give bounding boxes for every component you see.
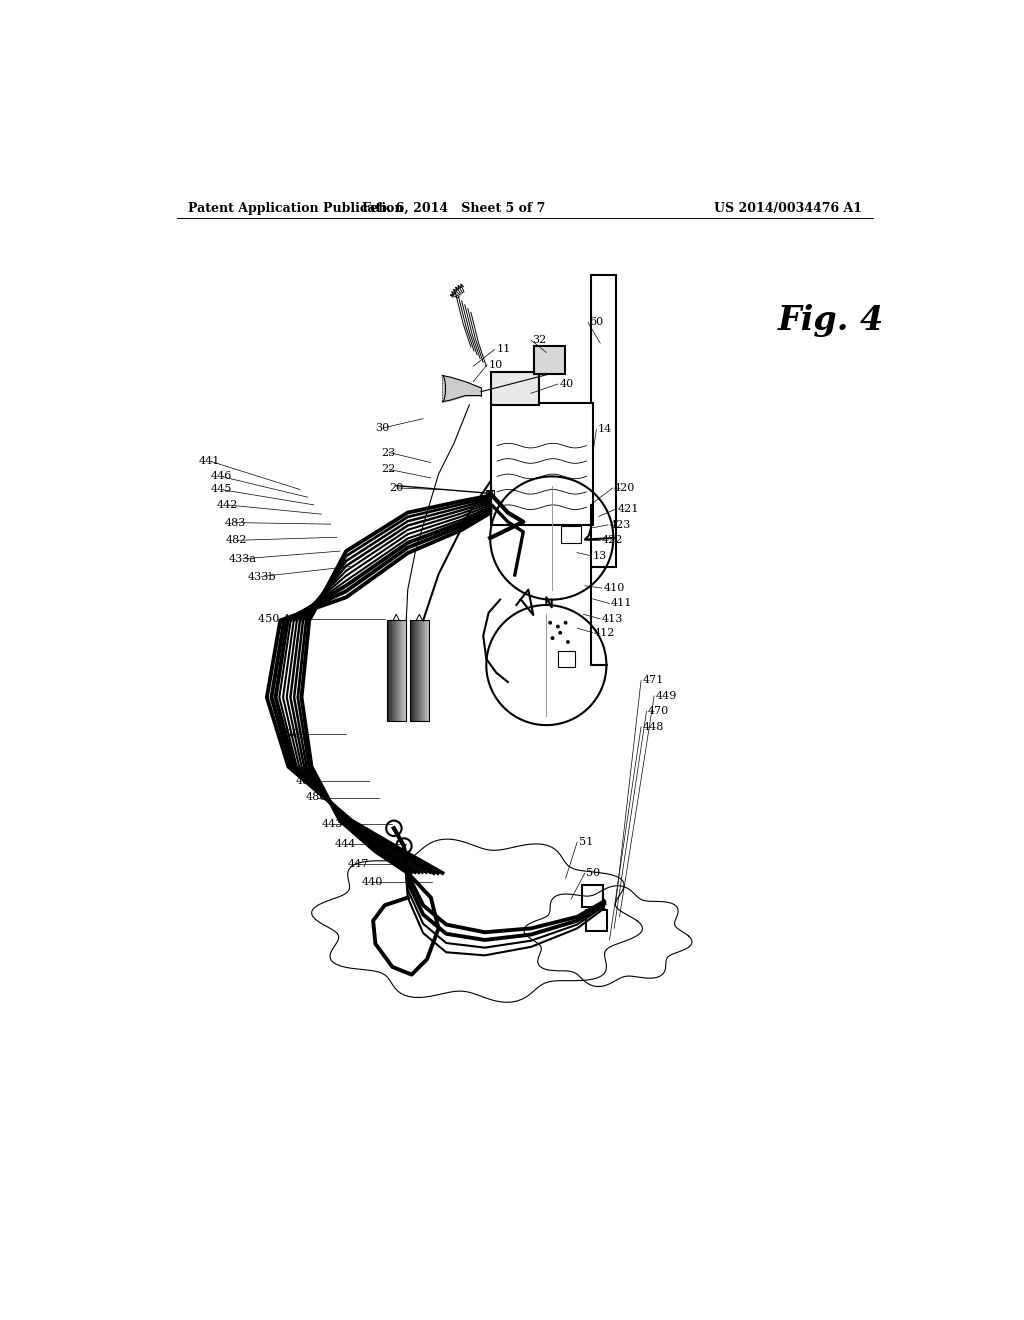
Text: 51: 51 xyxy=(579,837,593,847)
Text: 23: 23 xyxy=(382,447,396,458)
Bar xyxy=(582,886,603,907)
Text: 422: 422 xyxy=(602,535,624,545)
Text: 470: 470 xyxy=(648,706,670,717)
Text: 442: 442 xyxy=(217,500,239,510)
Circle shape xyxy=(386,821,401,836)
Text: 32: 32 xyxy=(532,335,547,345)
Text: 449: 449 xyxy=(655,690,677,701)
Text: 471: 471 xyxy=(643,676,664,685)
Text: US 2014/0034476 A1: US 2014/0034476 A1 xyxy=(714,202,862,215)
Circle shape xyxy=(558,631,562,635)
Bar xyxy=(490,404,593,525)
Bar xyxy=(387,620,407,721)
Text: 433a: 433a xyxy=(229,554,257,564)
Text: 410: 410 xyxy=(603,583,625,593)
Text: 13: 13 xyxy=(593,550,607,561)
Text: 14: 14 xyxy=(598,425,612,434)
Text: 433b: 433b xyxy=(248,572,276,582)
Bar xyxy=(561,527,581,544)
Text: 10: 10 xyxy=(488,360,503,370)
Text: 481: 481 xyxy=(296,776,317,785)
Text: 411: 411 xyxy=(611,598,633,609)
Text: 11: 11 xyxy=(497,345,511,354)
Text: Fig. 4: Fig. 4 xyxy=(777,304,884,337)
Text: 441: 441 xyxy=(199,455,220,466)
Text: 30: 30 xyxy=(376,422,390,433)
Text: 443: 443 xyxy=(322,820,343,829)
Text: 446: 446 xyxy=(211,471,232,482)
Bar xyxy=(410,620,429,721)
Circle shape xyxy=(563,620,567,624)
Text: 60: 60 xyxy=(590,317,604,327)
Bar xyxy=(486,490,494,498)
Text: 444: 444 xyxy=(335,838,356,849)
Text: Patent Application Publication: Patent Application Publication xyxy=(188,202,403,215)
Text: 413: 413 xyxy=(602,614,624,624)
Circle shape xyxy=(566,640,569,644)
Text: 450 451: 450 451 xyxy=(258,614,304,624)
Text: 440: 440 xyxy=(361,878,383,887)
Circle shape xyxy=(548,620,552,624)
Text: 421: 421 xyxy=(617,504,639,513)
Circle shape xyxy=(396,838,412,854)
Text: 22: 22 xyxy=(382,465,396,474)
Text: 483: 483 xyxy=(224,517,246,528)
Text: 400: 400 xyxy=(279,730,300,739)
Text: 448: 448 xyxy=(643,722,664,731)
Circle shape xyxy=(551,636,554,640)
Bar xyxy=(535,346,565,374)
Circle shape xyxy=(556,624,560,628)
Text: 445: 445 xyxy=(211,484,232,495)
Text: 420: 420 xyxy=(614,483,636,492)
Text: 482: 482 xyxy=(226,536,248,545)
Bar xyxy=(558,651,574,667)
Text: 480: 480 xyxy=(306,792,328,803)
Bar xyxy=(490,372,539,405)
Bar xyxy=(591,276,615,566)
Text: 412: 412 xyxy=(594,628,615,638)
Text: 50: 50 xyxy=(587,869,601,878)
Text: 447: 447 xyxy=(348,859,369,869)
Text: 40: 40 xyxy=(559,379,573,389)
Bar xyxy=(586,909,607,932)
Text: 20: 20 xyxy=(389,483,403,492)
Text: Feb. 6, 2014   Sheet 5 of 7: Feb. 6, 2014 Sheet 5 of 7 xyxy=(362,202,546,215)
Text: 423: 423 xyxy=(609,520,631,529)
